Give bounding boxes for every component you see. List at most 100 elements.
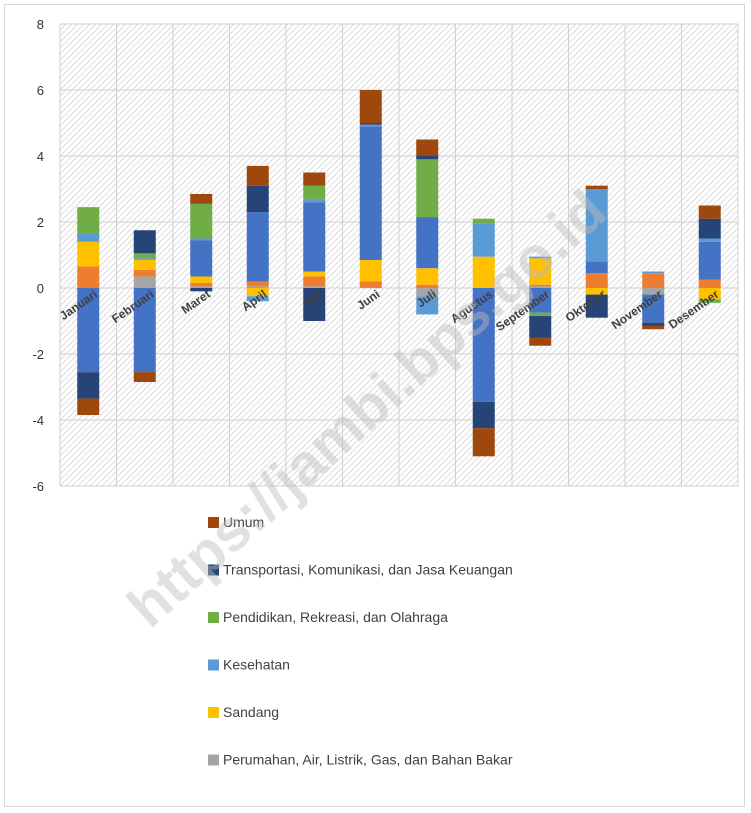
bar-segment — [698, 299, 721, 303]
legend-swatch — [208, 659, 219, 671]
bar-segment — [529, 286, 552, 288]
bar-segment — [190, 240, 213, 277]
bar-segment — [585, 273, 608, 288]
bar-segment — [698, 205, 721, 219]
bar-segment — [529, 258, 552, 285]
bar-segment — [416, 296, 439, 315]
bar-segment — [77, 207, 100, 234]
bar-segment — [698, 241, 721, 280]
bar-segment — [133, 269, 156, 277]
bar-segment — [133, 253, 156, 259]
bar-segment — [529, 288, 552, 313]
bar-segment — [303, 288, 326, 321]
bar-segment — [642, 288, 665, 295]
chart-frame — [4, 4, 745, 807]
bar-segment — [642, 294, 665, 323]
bar-segment — [133, 230, 156, 254]
bar-segment — [416, 139, 439, 156]
bar-segment — [133, 276, 156, 288]
bar-segment — [585, 294, 608, 318]
y-tick-label: 8 — [37, 17, 44, 32]
bar-segment — [246, 165, 269, 186]
bar-segment — [133, 372, 156, 383]
bar-segment — [303, 185, 326, 199]
y-tick-label: 6 — [37, 83, 44, 98]
bar-segment — [416, 156, 439, 160]
bar-segment — [359, 124, 382, 127]
bar-segment — [77, 398, 100, 416]
legend-swatch — [208, 707, 219, 718]
y-tick-label: -2 — [32, 347, 44, 362]
bar-segment — [303, 172, 326, 186]
bar-segment — [246, 286, 269, 288]
bars — [77, 90, 721, 457]
bar-segment — [472, 401, 495, 429]
bar-segment — [303, 202, 326, 272]
bar-segment — [642, 322, 665, 326]
bar-segment — [698, 238, 721, 242]
bar-segment — [190, 276, 213, 284]
bar-segment — [77, 233, 100, 242]
bar-segment — [585, 185, 608, 189]
bar-segment — [303, 276, 326, 287]
legend-swatch — [208, 612, 219, 623]
bar-segment — [133, 288, 156, 373]
legend-label: Transportasi, Komunikasi, dan Jasa Keuan… — [223, 562, 513, 578]
bar-segment — [190, 283, 213, 287]
bar-segment — [529, 316, 552, 338]
bar-segment — [190, 238, 213, 241]
bar-segment — [77, 241, 100, 267]
bar-segment — [303, 286, 326, 288]
bar-segment — [698, 218, 721, 239]
bar-segment — [303, 198, 326, 203]
legend-label: Kesehatan — [223, 657, 290, 673]
bar-segment — [359, 281, 382, 288]
bar-segment — [77, 266, 100, 288]
bar-segment — [246, 281, 269, 287]
bar-segment — [133, 259, 156, 270]
bar-segment — [642, 325, 665, 330]
legend-swatch — [208, 517, 219, 528]
y-tick-label: 4 — [37, 149, 44, 164]
bar-segment — [416, 288, 439, 297]
y-tick-label: 2 — [37, 215, 44, 230]
bar-segment — [77, 372, 100, 399]
bar-segment — [190, 288, 213, 292]
bar-segment — [698, 288, 721, 300]
bar-segment — [472, 428, 495, 457]
bar-segment — [359, 90, 382, 123]
bar-segment — [359, 259, 382, 282]
bar-segment — [585, 261, 608, 274]
bar-segment — [303, 271, 326, 277]
y-axis-ticks: 8 6 4 2 0 -2 -4 -6 — [32, 17, 44, 494]
bar-segment — [246, 212, 269, 282]
bar-segment — [416, 159, 439, 218]
bar-segment — [77, 288, 100, 373]
legend-label: Sandang — [223, 704, 279, 720]
legend-swatch — [208, 564, 219, 576]
y-tick-label: 0 — [37, 281, 44, 296]
bar-segment — [190, 203, 213, 239]
bar-segment — [190, 286, 213, 288]
bar-segment — [246, 185, 269, 213]
bar-segment — [359, 123, 382, 125]
bar-segment — [529, 312, 552, 317]
bar-segment — [529, 284, 552, 287]
bar-segment — [642, 271, 665, 274]
bar-segment — [472, 218, 495, 224]
y-tick-label: -6 — [32, 479, 44, 494]
bar-segment — [585, 288, 608, 295]
bar-segment — [190, 193, 213, 204]
bar-segment — [246, 296, 269, 302]
legend-label: Umum — [223, 514, 264, 530]
bar-segment — [472, 256, 495, 288]
legend-swatch — [208, 754, 219, 766]
y-tick-label: -4 — [32, 413, 44, 428]
bar-segment — [416, 217, 439, 269]
bar-segment — [246, 288, 269, 297]
gridlines — [59, 23, 739, 487]
legend-label: Pendidikan, Rekreasi, dan Olahraga — [223, 609, 448, 625]
bar-segment — [133, 258, 156, 260]
legend-label: Perumahan, Air, Listrik, Gas, dan Bahan … — [223, 752, 513, 768]
